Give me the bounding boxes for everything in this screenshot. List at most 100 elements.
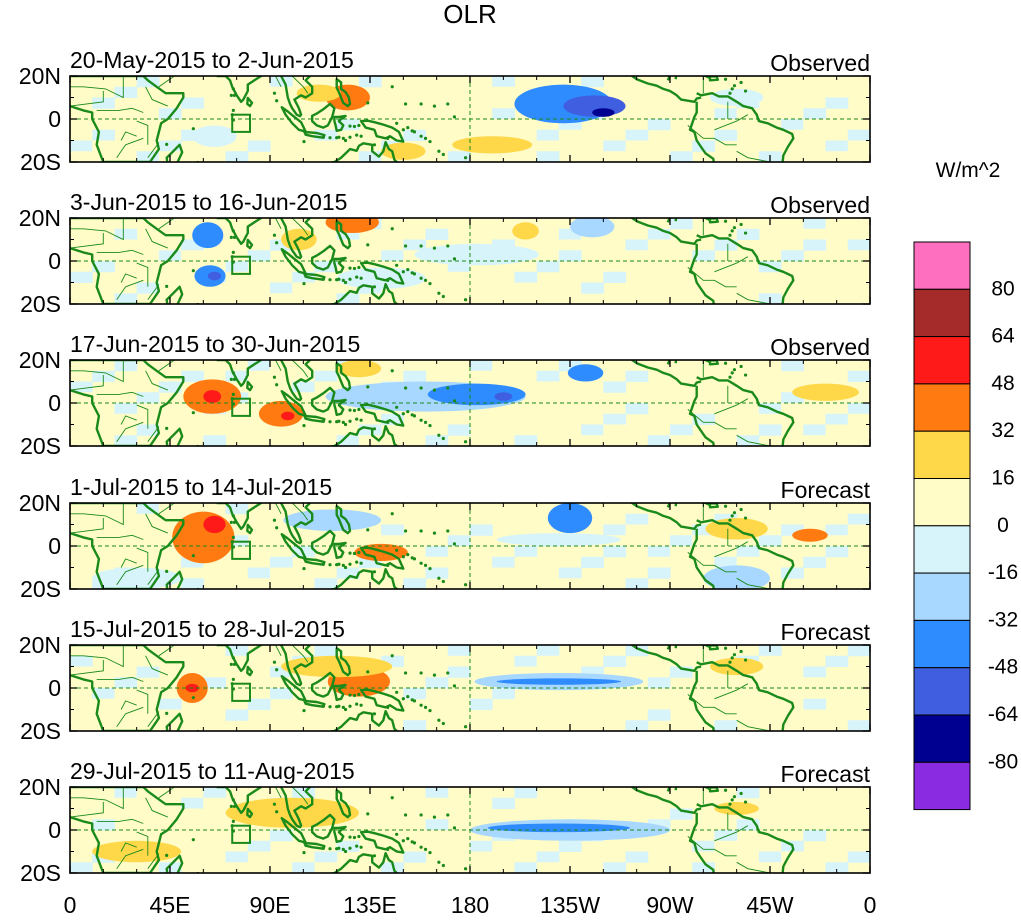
- coastline-madagascar: [165, 712, 184, 731]
- background-shade-18: [247, 567, 271, 579]
- background-shade-24: [270, 830, 293, 842]
- background-shade-28: [336, 76, 360, 88]
- panel-map: [69, 217, 871, 305]
- anomaly-2: [487, 823, 630, 833]
- background-shade-81: [781, 403, 804, 415]
- island-dot-47: [372, 427, 377, 431]
- background-shade-5: [114, 76, 138, 88]
- anomaly-9: [710, 88, 764, 107]
- background-shade-65: [647, 435, 671, 446]
- coastline-madagascar: [165, 285, 184, 304]
- coastline-borneo: [310, 386, 336, 413]
- background-shade-65: [670, 808, 693, 820]
- island-dot-37: [337, 704, 341, 708]
- island-dot-6: [428, 423, 432, 428]
- island-dot-4: [275, 383, 279, 387]
- background-shade-18: [225, 862, 249, 873]
- background-shade-36: [381, 370, 404, 382]
- background-shade-37: [381, 261, 404, 273]
- coastline-sulawesi: [333, 683, 347, 701]
- island-dot-43: [165, 711, 169, 715]
- background-shade-82: [781, 567, 804, 579]
- background-shade-17: [203, 435, 227, 446]
- background-shade-47: [492, 797, 515, 809]
- panel-kind-label: Observed: [770, 192, 870, 218]
- colorbar-box-8: [913, 572, 971, 621]
- background-shade-37: [403, 808, 427, 820]
- colorbar-box-9: [913, 619, 971, 669]
- background-shade-70: [714, 830, 738, 842]
- background-shade-50: [514, 392, 538, 404]
- background-shade-77: [803, 119, 827, 131]
- background-shade-18: [225, 140, 249, 152]
- island-dot-28: [328, 847, 332, 851]
- background-shade-41: [470, 129, 493, 141]
- coastline-india: [216, 787, 262, 814]
- background-shade-83: [847, 720, 870, 731]
- background-shade-52: [558, 567, 582, 579]
- border-line-10: [736, 150, 771, 162]
- border-line-5: [116, 706, 144, 727]
- anomaly-4: [281, 655, 393, 678]
- island-dot-0: [231, 392, 235, 396]
- border-line-5: [116, 564, 144, 585]
- island-dot-48: [386, 705, 390, 709]
- island-dot-49: [401, 555, 405, 559]
- island-dot-20: [390, 796, 394, 800]
- coastline-south-america-north: [696, 519, 795, 589]
- island-dot-42: [192, 590, 195, 593]
- background-shade-58: [558, 250, 582, 262]
- island-dot-12: [419, 418, 423, 422]
- border-line-13: [274, 787, 282, 799]
- coastline-africa: [70, 76, 185, 162]
- background-shade-74: [736, 424, 760, 436]
- background-shade-18: [225, 271, 249, 283]
- island-dot-4: [275, 99, 279, 103]
- island-dot-42: [192, 732, 195, 735]
- background-shade-68: [647, 239, 671, 251]
- background-shade-24: [270, 688, 293, 700]
- island-dot-6: [428, 139, 432, 144]
- background-shade-62: [647, 119, 671, 131]
- island-dot-17: [419, 671, 423, 675]
- panel-period-label: 20-May-2015 to 2-Jun-2015: [70, 47, 354, 73]
- border-line-13: [274, 218, 282, 230]
- coastline-sri-lanka: [246, 523, 254, 535]
- background-shade-15: [203, 666, 227, 678]
- background-shade-40: [425, 787, 449, 799]
- island-dot-0: [231, 535, 235, 539]
- panel-map: [69, 502, 871, 593]
- background-shade-43: [425, 830, 449, 842]
- border-line-5: [116, 279, 144, 300]
- background-shade-46: [514, 546, 538, 558]
- background-shade-48: [536, 129, 560, 141]
- background-shade-80: [825, 645, 849, 657]
- island-dot-3: [272, 233, 277, 237]
- border-line-3: [136, 689, 149, 714]
- x-tick-label: 90W: [646, 892, 694, 918]
- coastline-philippines: [335, 647, 352, 677]
- background-shade-59: [625, 645, 649, 657]
- background-shade-44: [492, 567, 515, 579]
- background-shade-21: [247, 851, 271, 863]
- island-dot-44: [232, 520, 237, 524]
- background-shade-4: [114, 360, 138, 372]
- border-line-0: [70, 76, 124, 99]
- background-shade-30: [336, 797, 360, 809]
- background-shade-67: [714, 108, 738, 120]
- background-shade-77: [758, 413, 782, 425]
- border-line-7: [147, 142, 160, 158]
- background-shade-0: [70, 862, 93, 873]
- background-shade-14: [181, 840, 204, 852]
- coastline-south-america-north: [696, 234, 795, 304]
- island-dot-5: [423, 420, 428, 424]
- background-shade-19: [225, 709, 249, 721]
- coastline-australia: [327, 709, 399, 731]
- island-dot-45: [229, 235, 233, 239]
- island-dot-50: [410, 840, 414, 844]
- coastline-south-america-west: [688, 385, 715, 446]
- panel-kind-label: Observed: [770, 334, 870, 360]
- border-line-6: [145, 513, 168, 534]
- island-dot-17: [419, 813, 423, 817]
- island-dot-14: [446, 102, 450, 106]
